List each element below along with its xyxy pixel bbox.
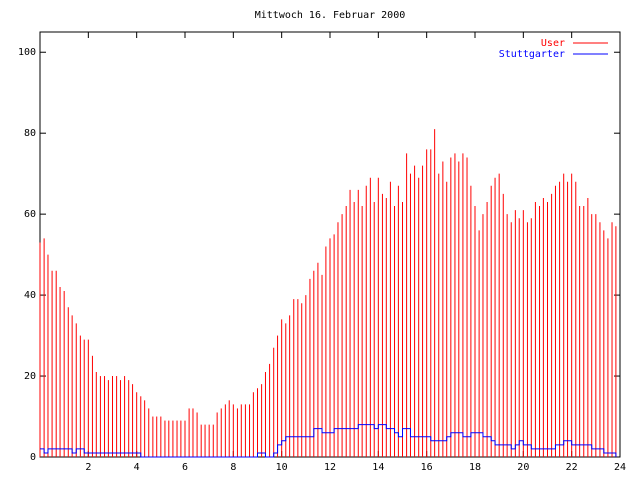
- legend-label: User: [541, 38, 565, 49]
- x-tick-label: 20: [517, 462, 529, 473]
- x-tick-label: 8: [230, 462, 236, 473]
- y-tick-label: 100: [18, 47, 36, 58]
- y-tick-label: 20: [24, 371, 36, 382]
- y-tick-label: 40: [24, 290, 36, 301]
- x-tick-label: 14: [372, 462, 384, 473]
- y-tick-label: 0: [30, 452, 36, 463]
- y-tick-label: 80: [24, 128, 36, 139]
- x-tick-label: 24: [614, 462, 626, 473]
- chart-title: Mittwoch 16. Februar 2000: [255, 10, 406, 21]
- x-tick-label: 6: [182, 462, 188, 473]
- x-tick-label: 10: [276, 462, 288, 473]
- x-tick-label: 18: [469, 462, 481, 473]
- x-tick-label: 22: [566, 462, 578, 473]
- y-tick-label: 60: [24, 209, 36, 220]
- step-line: [40, 424, 617, 458]
- x-tick-label: 12: [324, 462, 336, 473]
- legend-label: Stuttgarter: [499, 49, 565, 60]
- x-tick-label: 4: [134, 462, 140, 473]
- x-tick-label: 16: [421, 462, 433, 473]
- x-tick-label: 2: [85, 462, 91, 473]
